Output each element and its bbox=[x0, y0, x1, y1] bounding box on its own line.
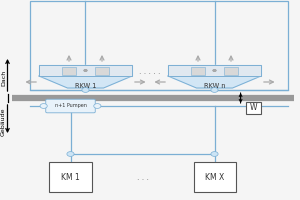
Circle shape bbox=[211, 152, 218, 156]
Polygon shape bbox=[39, 65, 132, 76]
Bar bbox=[246, 102, 261, 114]
Text: Dach: Dach bbox=[1, 70, 6, 86]
Text: W: W bbox=[250, 104, 257, 112]
Bar bbox=[95, 67, 109, 75]
Bar bbox=[194, 162, 236, 192]
Bar bbox=[50, 162, 92, 192]
Circle shape bbox=[211, 88, 218, 92]
Text: KM X: KM X bbox=[205, 172, 224, 182]
Text: RKW n: RKW n bbox=[204, 83, 225, 89]
Text: RKW 1: RKW 1 bbox=[75, 83, 96, 89]
Bar bbox=[30, 1, 288, 90]
Polygon shape bbox=[168, 76, 261, 88]
FancyBboxPatch shape bbox=[46, 99, 95, 113]
Text: . . . . .: . . . . . bbox=[139, 68, 161, 76]
Circle shape bbox=[94, 104, 101, 108]
Text: Gebäude: Gebäude bbox=[1, 108, 6, 136]
Bar bbox=[224, 67, 238, 75]
Text: . . .: . . . bbox=[136, 172, 148, 182]
Text: KM 1: KM 1 bbox=[61, 172, 80, 182]
Circle shape bbox=[82, 88, 89, 92]
Bar bbox=[62, 67, 76, 75]
Circle shape bbox=[84, 69, 87, 72]
Text: n+1 Pumpen: n+1 Pumpen bbox=[55, 104, 86, 108]
Polygon shape bbox=[39, 76, 132, 88]
Bar bbox=[191, 67, 205, 75]
Circle shape bbox=[67, 152, 74, 156]
Circle shape bbox=[40, 104, 47, 108]
Polygon shape bbox=[168, 65, 261, 76]
Circle shape bbox=[213, 69, 216, 72]
